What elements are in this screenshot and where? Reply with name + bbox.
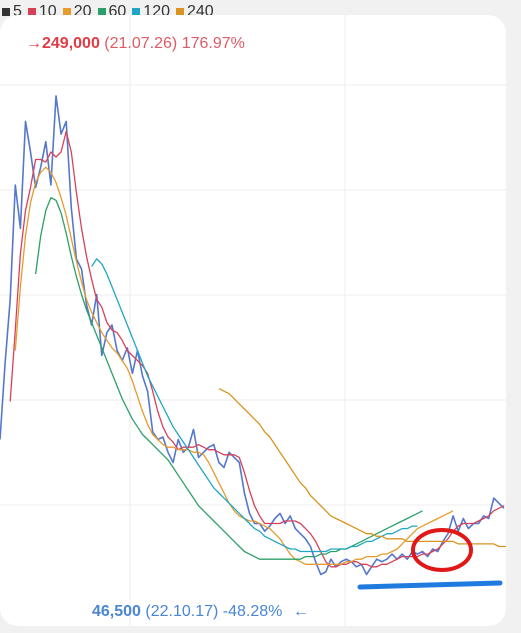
low-date: (22.10.17): [145, 603, 219, 620]
support-line: [357, 580, 503, 590]
high-date: (21.07.26): [104, 35, 178, 52]
series-ma20: [14, 166, 454, 565]
series-ma240: [218, 388, 506, 548]
legend-ma5[interactable]: 5: [2, 3, 22, 21]
high-arrow-icon: →: [26, 35, 42, 52]
low-change: -48.28%: [222, 603, 283, 620]
legend-swatch-ma60: [97, 8, 106, 16]
series-ma5: [0, 95, 505, 576]
highlight-circle: [411, 528, 473, 572]
high-price-label: →249,000 (21.07.26) 176.97%: [26, 35, 245, 53]
legend-swatch-ma120: [132, 8, 141, 16]
legend-swatch-ma10: [27, 8, 36, 16]
high-price: 249,000: [42, 35, 100, 52]
low-price: 46,500: [92, 603, 141, 620]
chart-card: →249,000 (21.07.26) 176.97% 46,500 (22.1…: [0, 15, 506, 626]
legend-swatch-ma20: [62, 8, 71, 16]
series-ma60: [34, 197, 423, 560]
series-ma120: [91, 258, 418, 553]
series-ma10: [9, 130, 505, 568]
legend-label-ma5: 5: [13, 3, 22, 20]
low-price-label: 46,500 (22.10.17) -48.28% ←: [92, 603, 309, 621]
annotations: [357, 528, 503, 590]
high-change: 176.97%: [181, 35, 245, 52]
legend-swatch-ma240: [176, 8, 184, 16]
legend-swatch-ma5: [2, 8, 10, 16]
price-chart[interactable]: [0, 15, 506, 626]
low-arrow-icon: ←: [292, 603, 309, 620]
grid-lines: [0, 15, 506, 626]
series-lines: [0, 95, 506, 576]
